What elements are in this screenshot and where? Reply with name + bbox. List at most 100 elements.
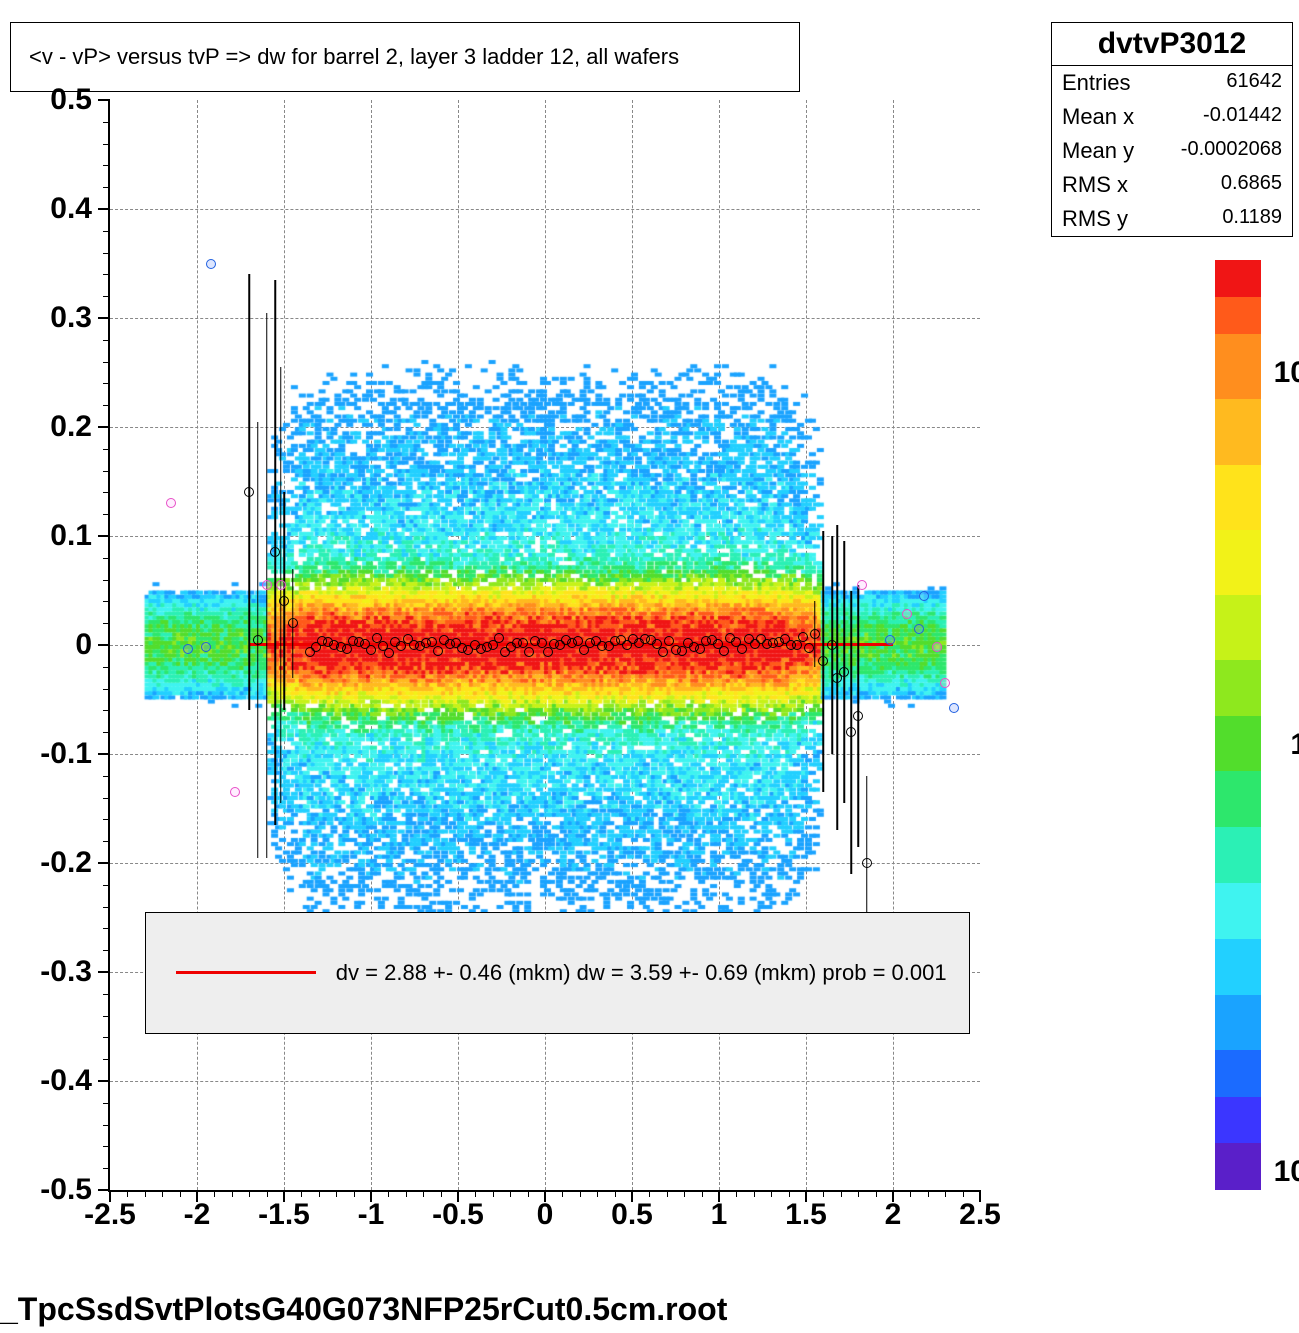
x-minor-tick bbox=[284, 1190, 285, 1197]
scatter-marker bbox=[862, 858, 872, 868]
scatter-marker bbox=[932, 642, 942, 652]
profile-marker bbox=[804, 643, 814, 653]
footer-filename: _TpcSsdSvtPlotsG40G073NFP25rCut0.5cm.roo… bbox=[0, 1291, 727, 1328]
y-tick-label: 0.3 bbox=[32, 301, 92, 335]
scatter-marker bbox=[230, 787, 240, 797]
scatter-marker bbox=[949, 703, 959, 713]
y-minor-tick bbox=[103, 253, 110, 254]
scatter-marker bbox=[288, 618, 298, 628]
y-minor-tick bbox=[103, 885, 110, 886]
y-minor-tick bbox=[103, 558, 110, 559]
x-minor-tick bbox=[406, 1190, 407, 1197]
stats-row: Mean x-0.01442 bbox=[1052, 100, 1292, 134]
x-minor-tick bbox=[649, 1190, 650, 1197]
y-minor-tick bbox=[103, 100, 110, 101]
x-tick-label: -1.5 bbox=[258, 1198, 310, 1232]
colorbar-segment bbox=[1215, 883, 1261, 939]
scatter-marker bbox=[166, 498, 176, 508]
y-minor-tick bbox=[103, 928, 110, 929]
colorbar-segment bbox=[1215, 771, 1261, 827]
x-minor-tick bbox=[980, 1190, 981, 1197]
profile-marker bbox=[798, 632, 808, 642]
x-minor-tick bbox=[893, 1190, 894, 1197]
x-minor-tick bbox=[736, 1190, 737, 1197]
y-minor-tick bbox=[103, 405, 110, 406]
scatter-marker bbox=[857, 580, 867, 590]
y-minor-tick bbox=[103, 1059, 110, 1060]
colorbar-segment bbox=[1215, 260, 1261, 297]
scatter-marker bbox=[270, 547, 280, 557]
profile-marker bbox=[537, 638, 547, 648]
x-minor-tick bbox=[580, 1190, 581, 1197]
x-minor-tick bbox=[771, 1190, 772, 1197]
scatter-marker bbox=[902, 609, 912, 619]
y-minor-tick bbox=[103, 710, 110, 711]
scatter-marker bbox=[839, 667, 849, 677]
y-minor-tick bbox=[103, 427, 110, 428]
y-minor-tick bbox=[103, 645, 110, 646]
y-minor-tick bbox=[103, 1125, 110, 1126]
x-tick-label: -2 bbox=[184, 1198, 211, 1232]
y-minor-tick bbox=[103, 471, 110, 472]
x-minor-tick bbox=[458, 1190, 459, 1197]
x-minor-tick bbox=[667, 1190, 668, 1197]
x-minor-tick bbox=[545, 1190, 546, 1197]
scatter-marker bbox=[914, 624, 924, 634]
colorbar-segment bbox=[1215, 716, 1261, 772]
x-minor-tick bbox=[702, 1190, 703, 1197]
y-minor-tick bbox=[103, 1081, 110, 1082]
colorbar-segment bbox=[1215, 465, 1261, 530]
scatter-marker bbox=[919, 591, 929, 601]
scatter-marker bbox=[853, 711, 863, 721]
y-minor-tick bbox=[103, 514, 110, 515]
colorbar-segment bbox=[1215, 595, 1261, 660]
x-tick-label: 2.5 bbox=[959, 1198, 1001, 1232]
colorbar-segment bbox=[1215, 995, 1261, 1051]
profile-marker bbox=[494, 633, 504, 643]
y-minor-tick bbox=[103, 1103, 110, 1104]
y-minor-tick bbox=[103, 340, 110, 341]
stats-row: Entries61642 bbox=[1052, 66, 1292, 100]
scatter-marker bbox=[818, 656, 828, 666]
y-minor-tick bbox=[103, 362, 110, 363]
y-minor-tick bbox=[103, 689, 110, 690]
colorbar-segment bbox=[1215, 297, 1261, 334]
y-minor-tick bbox=[103, 536, 110, 537]
colorbar-segment bbox=[1215, 660, 1261, 716]
x-minor-tick bbox=[388, 1190, 389, 1197]
x-minor-tick bbox=[945, 1190, 946, 1197]
colorbar-label: 10 bbox=[1274, 1155, 1299, 1189]
y-tick-label: 0.5 bbox=[32, 83, 92, 117]
colorbar: 10110 bbox=[1215, 260, 1261, 1190]
stats-row: RMS x0.6865 bbox=[1052, 168, 1292, 202]
x-minor-tick bbox=[562, 1190, 563, 1197]
x-tick-label: 2 bbox=[885, 1198, 902, 1232]
x-minor-tick bbox=[963, 1190, 964, 1197]
x-minor-tick bbox=[928, 1190, 929, 1197]
x-minor-tick bbox=[475, 1190, 476, 1197]
y-minor-tick bbox=[103, 274, 110, 275]
plot-title: <v - vP> versus tvP => dw for barrel 2, … bbox=[29, 44, 679, 70]
x-minor-tick bbox=[127, 1190, 128, 1197]
x-minor-tick bbox=[789, 1190, 790, 1197]
legend-text: dv = 2.88 +- 0.46 (mkm) dw = 3.59 +- 0.6… bbox=[336, 960, 947, 986]
y-tick-label: 0.4 bbox=[32, 192, 92, 226]
y-minor-tick bbox=[103, 383, 110, 384]
y-minor-tick bbox=[103, 231, 110, 232]
x-minor-tick bbox=[876, 1190, 877, 1197]
x-minor-tick bbox=[301, 1190, 302, 1197]
x-tick-label: 1 bbox=[711, 1198, 728, 1232]
fit-legend: dv = 2.88 +- 0.46 (mkm) dw = 3.59 +- 0.6… bbox=[145, 912, 970, 1034]
y-minor-tick bbox=[103, 798, 110, 799]
scatter-marker bbox=[262, 580, 272, 590]
colorbar-segment bbox=[1215, 334, 1261, 399]
y-minor-tick bbox=[103, 1168, 110, 1169]
x-minor-tick bbox=[249, 1190, 250, 1197]
scatter-marker bbox=[885, 635, 895, 645]
y-minor-tick bbox=[103, 1190, 110, 1191]
scatter-marker bbox=[183, 644, 193, 654]
scatter-marker bbox=[253, 635, 263, 645]
colorbar-segment bbox=[1215, 530, 1261, 595]
x-minor-tick bbox=[493, 1190, 494, 1197]
x-minor-tick bbox=[162, 1190, 163, 1197]
